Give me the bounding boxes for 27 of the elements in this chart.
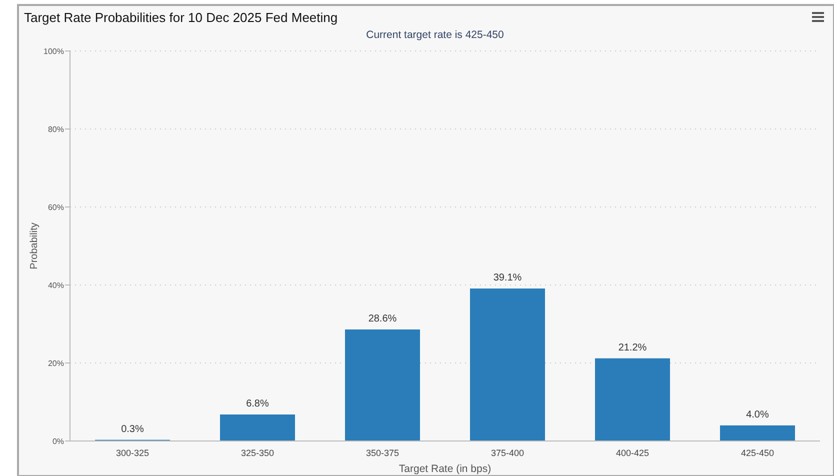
bar — [595, 358, 670, 441]
bar — [220, 414, 295, 441]
y-tick-label: 100% — [44, 47, 64, 56]
data-label: 0.3% — [121, 424, 144, 435]
y-tick-label: 20% — [48, 359, 64, 368]
x-tick-label: 300-325 — [116, 448, 150, 458]
x-tick-label: 325-350 — [240, 448, 274, 458]
x-tick-label: 350-375 — [366, 448, 400, 458]
y-tick-label: 60% — [48, 203, 64, 212]
bar — [345, 329, 420, 441]
data-label: 21.2% — [618, 342, 647, 354]
x-tick-label: 425-450 — [740, 448, 774, 458]
bar — [720, 425, 795, 441]
data-label: 4.0% — [746, 409, 770, 420]
bar — [470, 288, 545, 441]
data-label: 6.8% — [246, 398, 270, 410]
x-axis-title: Target Rate (in bps) — [398, 463, 492, 475]
y-tick-label: 40% — [48, 281, 64, 290]
chart-title: Target Rate Probabilities for 10 Dec 2025 Fed Meeting — [24, 10, 338, 25]
y-tick-label: 0% — [52, 437, 64, 446]
x-tick-label: 375-400 — [490, 448, 524, 458]
x-tick-label: 400-425 — [616, 448, 650, 458]
y-tick-label: 80% — [48, 125, 64, 134]
y-axis-title: Probability — [29, 222, 40, 270]
chart-subtitle: Current target rate is 425-450 — [366, 29, 504, 41]
data-label: 28.6% — [368, 313, 397, 324]
data-label: 39.1% — [493, 272, 522, 284]
